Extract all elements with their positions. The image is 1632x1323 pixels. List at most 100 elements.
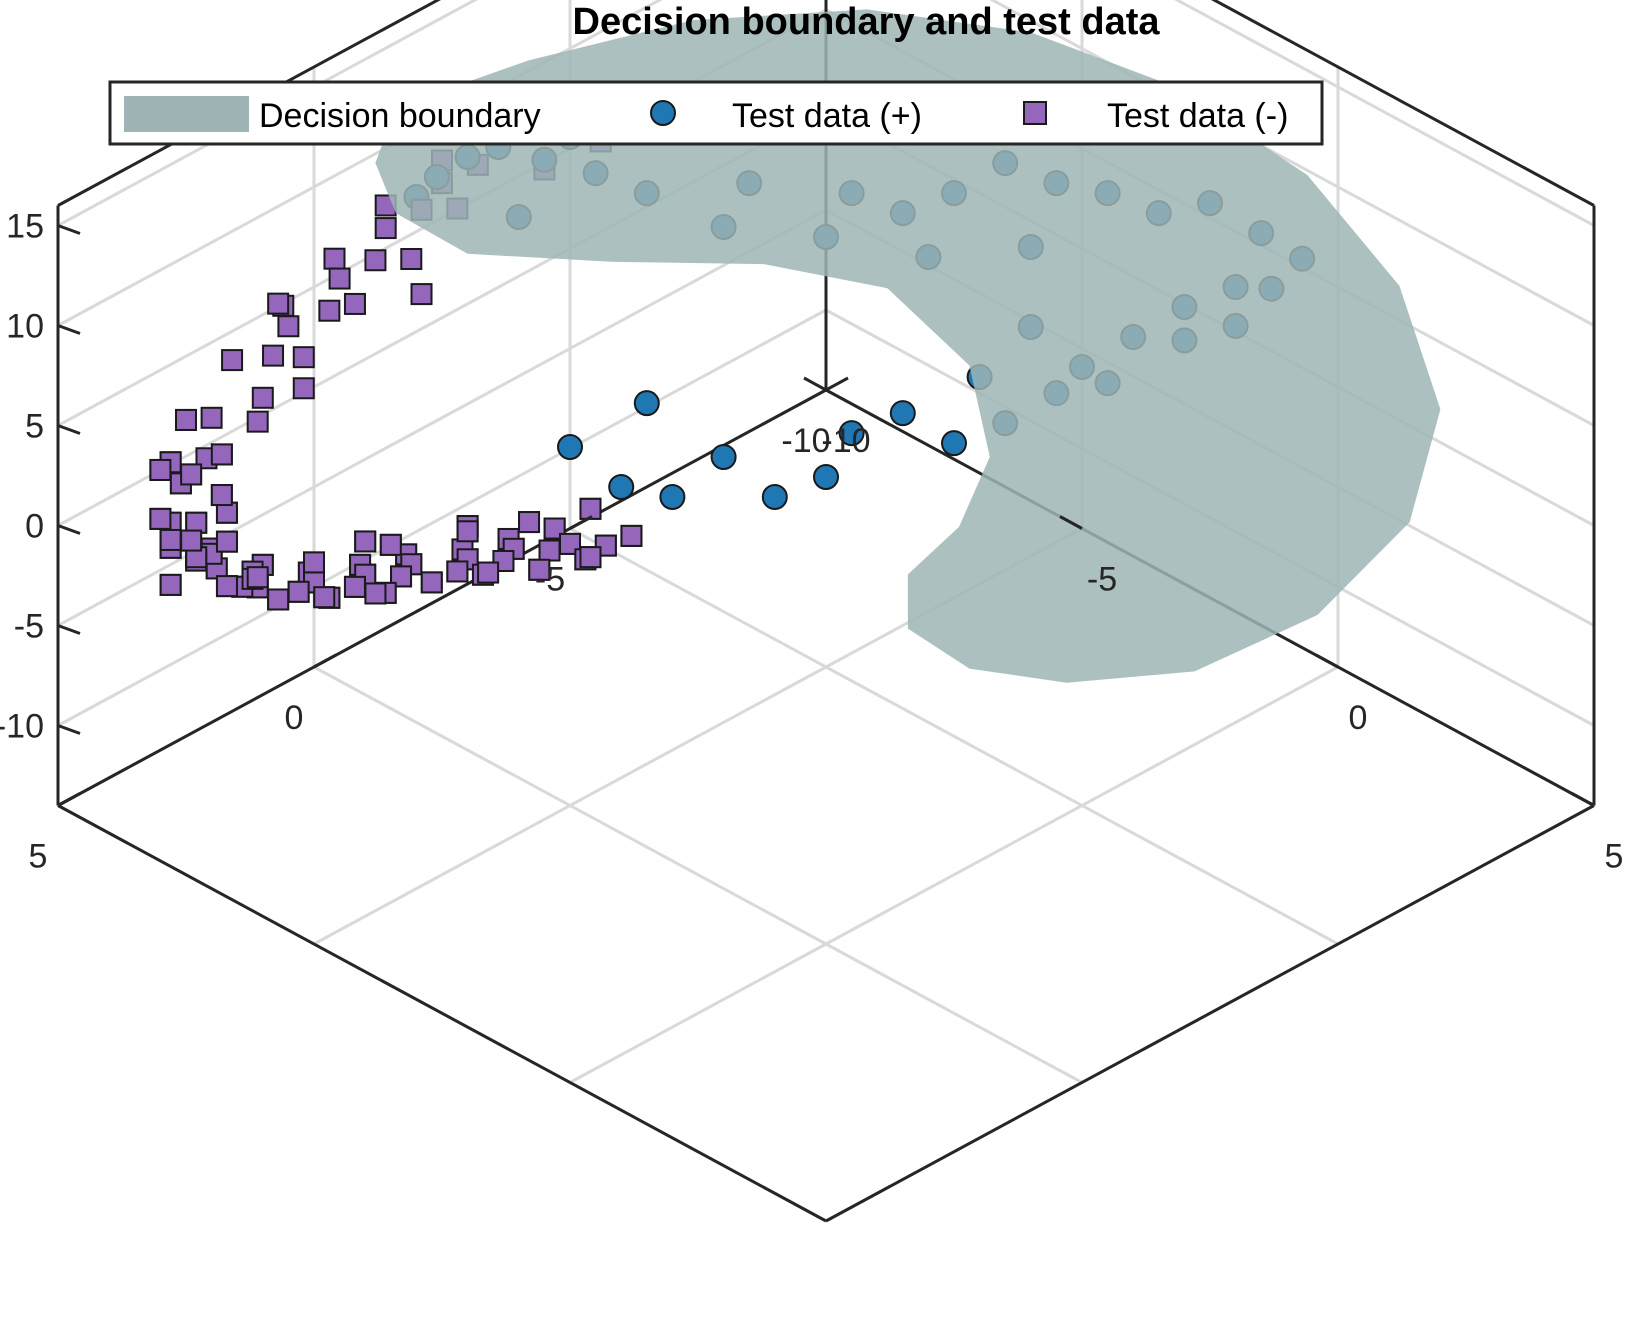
- negative-test-point: [277, 315, 300, 338]
- z-tick-mark: [57, 524, 81, 535]
- positive-test-point: [633, 390, 660, 417]
- negative-test-point: [292, 346, 315, 369]
- negative-test-point-front: [180, 463, 203, 486]
- z-tick-mark: [57, 724, 81, 735]
- axes-box-edge: [57, 804, 827, 1223]
- x-tick-label: -10: [781, 422, 830, 460]
- negative-test-point: [323, 247, 346, 270]
- side-wall-grid-line: [57, 308, 827, 727]
- back-wall-grid-line: [1174, 0, 1595, 227]
- positive-test-point: [813, 464, 839, 490]
- chart-title: Decision boundary and test data: [573, 1, 1161, 43]
- y-tick-label: -10: [821, 422, 870, 460]
- z-tick-label: 0: [25, 508, 44, 546]
- negative-test-point: [410, 283, 433, 306]
- negative-test-point-front: [210, 484, 233, 507]
- z-tick-mark: [57, 624, 81, 635]
- side-wall-grid-line: [57, 208, 827, 627]
- negative-test-point-front: [364, 582, 387, 605]
- z-tick-label: 5: [25, 408, 44, 446]
- negative-test-point-front: [159, 528, 182, 551]
- negative-test-point-front: [477, 561, 500, 584]
- positive-test-point: [761, 484, 788, 510]
- positive-test-point: [838, 420, 865, 447]
- y-tick-label: 5: [1605, 838, 1624, 876]
- y-tick-mark: [1571, 792, 1595, 807]
- z-tick-mark: [57, 224, 81, 235]
- negative-test-point-front: [456, 520, 479, 543]
- negative-test-point-front: [379, 533, 402, 556]
- negative-test-point: [200, 406, 223, 429]
- axis-tick-labels: 15 10 5 0 -5 -10 5 0 -5 -10 5 0 -5 -10: [0, 208, 1623, 876]
- negative-test-point-front: [518, 511, 541, 534]
- negative-test-point-front: [343, 575, 366, 598]
- negative-test-point: [364, 249, 387, 272]
- negative-test-point-front: [175, 408, 197, 431]
- negative-test-point-front: [538, 539, 561, 562]
- negative-test-point-front: [180, 529, 203, 552]
- x-tick-mark: [569, 515, 593, 530]
- y-tick-mark: [1315, 653, 1339, 669]
- z-tick-mark: [57, 424, 81, 435]
- z-tick-label: 15: [6, 208, 44, 246]
- floor-grid-line: [569, 527, 1339, 946]
- negative-test-point-front: [246, 566, 269, 589]
- negative-test-point-front: [528, 558, 551, 581]
- y-tick-label: 0: [1349, 699, 1368, 737]
- z-tick-label: -5: [14, 608, 44, 646]
- decision-boundary-surface: [149, 9, 1441, 683]
- negative-test-point-front: [446, 560, 469, 583]
- legend-marker-positive: [650, 100, 676, 126]
- negative-test-point-front: [620, 524, 643, 547]
- negative-test-point-front: [149, 458, 172, 481]
- positive-test-point: [659, 484, 686, 510]
- negative-test-point: [262, 344, 285, 367]
- negative-test-point-front: [579, 546, 602, 569]
- negative-test-point: [318, 299, 341, 322]
- negative-test-point-front: [303, 551, 325, 574]
- z-tick-label: -10: [0, 708, 44, 746]
- z-tick-mark: [57, 324, 81, 335]
- negative-test-point-front: [159, 573, 182, 596]
- legend: Decision boundary Test data (+) Test dat…: [108, 80, 1324, 146]
- axes-box-edge: [57, 388, 827, 807]
- axes-box-edge: [825, 804, 1595, 1223]
- negative-test-point: [251, 386, 274, 409]
- legend-label-negative: Test data (-): [1107, 97, 1288, 135]
- negative-test-point-front: [215, 530, 238, 553]
- x-tick-mark: [825, 376, 849, 392]
- y-tick-mark: [1059, 515, 1083, 530]
- positive-test-point: [710, 444, 737, 470]
- negative-test-point-front: [149, 507, 172, 530]
- negative-test-point-front: [390, 565, 413, 588]
- negative-test-point: [221, 349, 244, 372]
- negative-test-point-front: [267, 588, 290, 611]
- x-tick-mark: [313, 653, 337, 669]
- negative-test-point: [374, 217, 397, 240]
- z-tick-label: 10: [6, 308, 44, 346]
- floor-grid-line: [569, 665, 1339, 1084]
- negative-test-point: [328, 267, 351, 290]
- x-tick-label: 0: [285, 699, 304, 737]
- negative-test-point: [343, 292, 366, 315]
- positive-test-point: [608, 474, 635, 500]
- legend-swatch-boundary: [124, 96, 249, 132]
- negative-test-point-front: [313, 586, 336, 609]
- negative-test-point-front: [210, 443, 233, 466]
- axes-box-edge: [1211, 0, 1595, 207]
- negative-test-point: [246, 410, 269, 433]
- negative-test-point: [292, 377, 315, 400]
- x-tick-mark: [57, 792, 81, 807]
- x-tick-label: 5: [29, 838, 48, 876]
- negative-test-point-front: [287, 580, 310, 603]
- x-tick-label: -5: [535, 561, 565, 599]
- legend-label-positive: Test data (+): [732, 97, 922, 135]
- side-wall-grid-line: [57, 0, 478, 227]
- negative-test-point: [400, 248, 423, 271]
- y-tick-mark: [803, 376, 827, 392]
- floor-grid-line: [313, 665, 1083, 1084]
- negative-test-point: [267, 292, 290, 315]
- legend-box: [108, 80, 1324, 146]
- negative-test-point-front: [215, 575, 238, 598]
- positive-test-point: [941, 430, 967, 457]
